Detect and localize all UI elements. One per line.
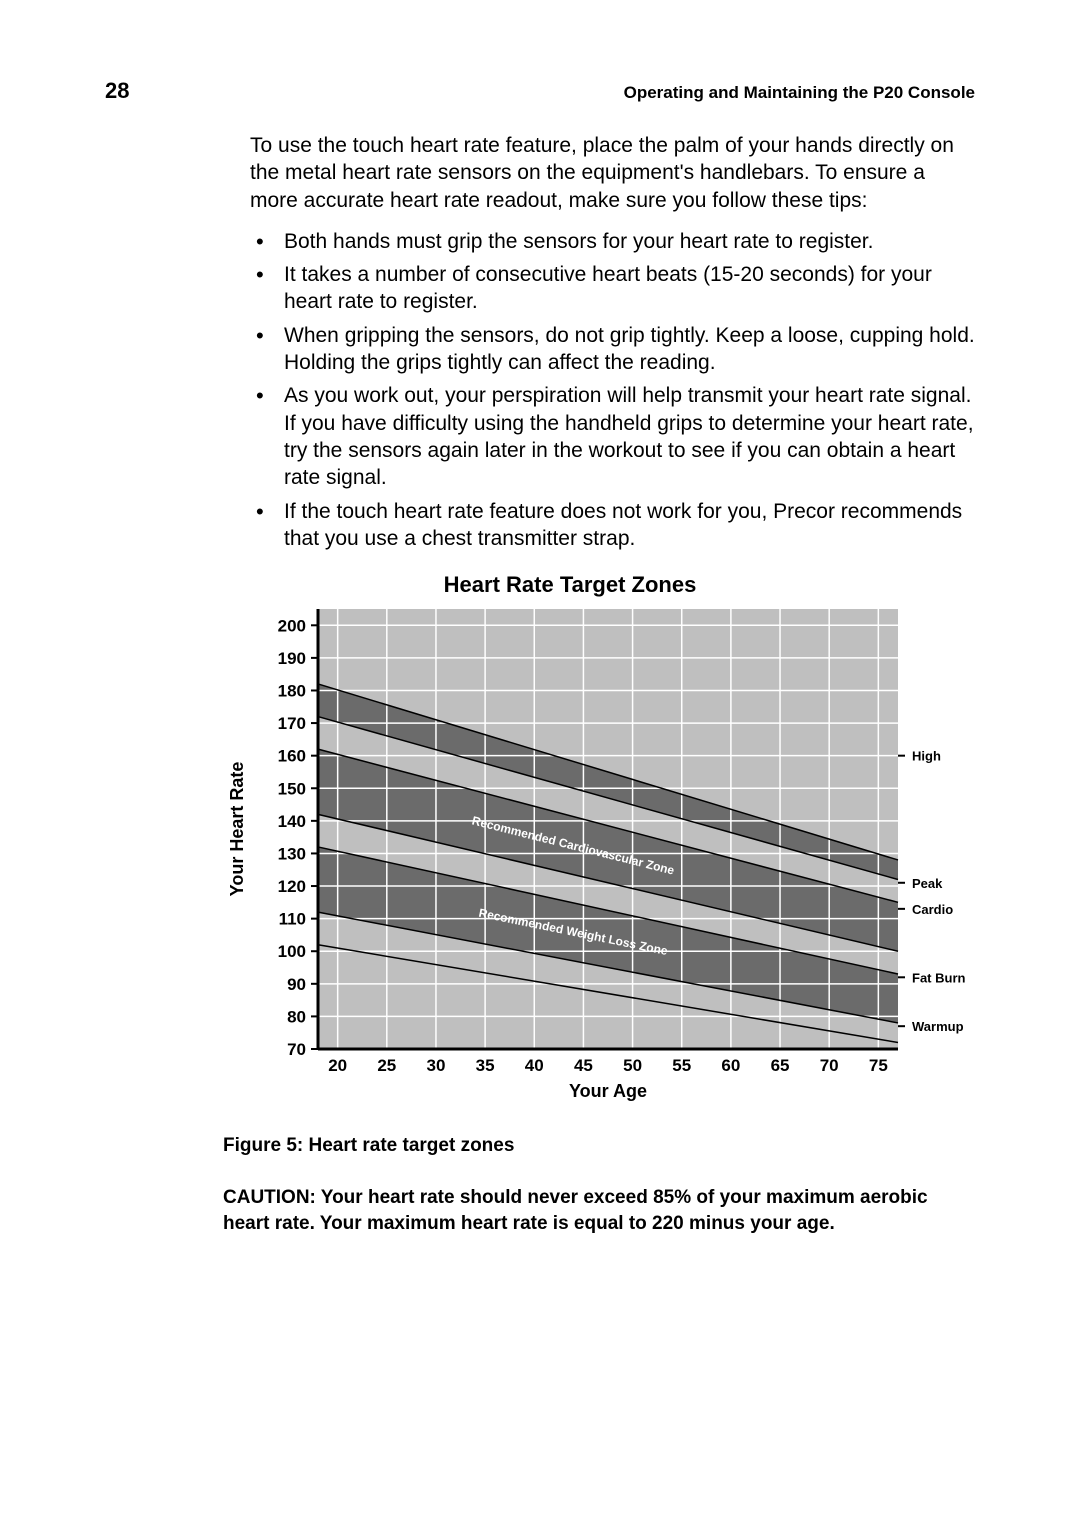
- svg-text:Warmup: Warmup: [912, 1019, 964, 1034]
- svg-text:60: 60: [721, 1056, 740, 1075]
- svg-text:35: 35: [476, 1056, 495, 1075]
- caution-text: CAUTION: Your heart rate should never ex…: [223, 1185, 975, 1236]
- svg-text:65: 65: [771, 1056, 790, 1075]
- svg-text:High: High: [912, 749, 941, 764]
- page: 28 Operating and Maintaining the P20 Con…: [0, 0, 1080, 1535]
- svg-text:140: 140: [278, 812, 306, 831]
- svg-text:Cardio: Cardio: [912, 902, 953, 917]
- list-item: When gripping the sensors, do not grip t…: [250, 322, 975, 377]
- svg-text:130: 130: [278, 845, 306, 864]
- svg-text:30: 30: [427, 1056, 446, 1075]
- svg-text:190: 190: [278, 649, 306, 668]
- svg-text:150: 150: [278, 779, 306, 798]
- body-text: To use the touch heart rate feature, pla…: [250, 132, 975, 552]
- svg-text:170: 170: [278, 714, 306, 733]
- header-row: 28 Operating and Maintaining the P20 Con…: [105, 78, 975, 104]
- svg-text:Fat Burn: Fat Burn: [912, 970, 966, 985]
- chart: 70 80 90 100 110 120 130 140 150 160 170 180 190 200 H…: [223, 604, 983, 1119]
- svg-text:70: 70: [287, 1040, 306, 1059]
- svg-text:80: 80: [287, 1008, 306, 1027]
- list-item: If the touch heart rate feature does not…: [250, 498, 975, 553]
- svg-text:160: 160: [278, 747, 306, 766]
- list-item: It takes a number of consecutive heart b…: [250, 261, 975, 316]
- svg-text:55: 55: [672, 1056, 691, 1075]
- svg-text:50: 50: [623, 1056, 642, 1075]
- list-item: Both hands must grip the sensors for you…: [250, 228, 975, 255]
- svg-text:200: 200: [278, 616, 306, 635]
- chart-title: Heart Rate Target Zones: [165, 572, 975, 598]
- page-number: 28: [105, 78, 129, 104]
- chart-svg: 70 80 90 100 110 120 130 140 150 160 170 180 190 200 H…: [223, 604, 983, 1114]
- svg-text:Peak: Peak: [912, 876, 943, 891]
- svg-text:70: 70: [820, 1056, 839, 1075]
- header-title: Operating and Maintaining the P20 Consol…: [624, 83, 975, 103]
- svg-text:90: 90: [287, 975, 306, 994]
- svg-text:100: 100: [278, 942, 306, 961]
- svg-text:25: 25: [377, 1056, 396, 1075]
- svg-text:Your Heart Rate: Your Heart Rate: [227, 762, 247, 897]
- svg-text:Your Age: Your Age: [569, 1081, 647, 1101]
- svg-text:40: 40: [525, 1056, 544, 1075]
- svg-text:75: 75: [869, 1056, 888, 1075]
- list-item: As you work out, your perspiration will …: [250, 382, 975, 491]
- svg-text:180: 180: [278, 682, 306, 701]
- figure-caption: Figure 5: Heart rate target zones: [223, 1135, 975, 1157]
- svg-text:20: 20: [328, 1056, 347, 1075]
- svg-text:45: 45: [574, 1056, 593, 1075]
- tips-list: Both hands must grip the sensors for you…: [250, 228, 975, 552]
- intro-paragraph: To use the touch heart rate feature, pla…: [250, 132, 975, 214]
- svg-text:110: 110: [279, 910, 306, 929]
- svg-text:120: 120: [278, 877, 306, 896]
